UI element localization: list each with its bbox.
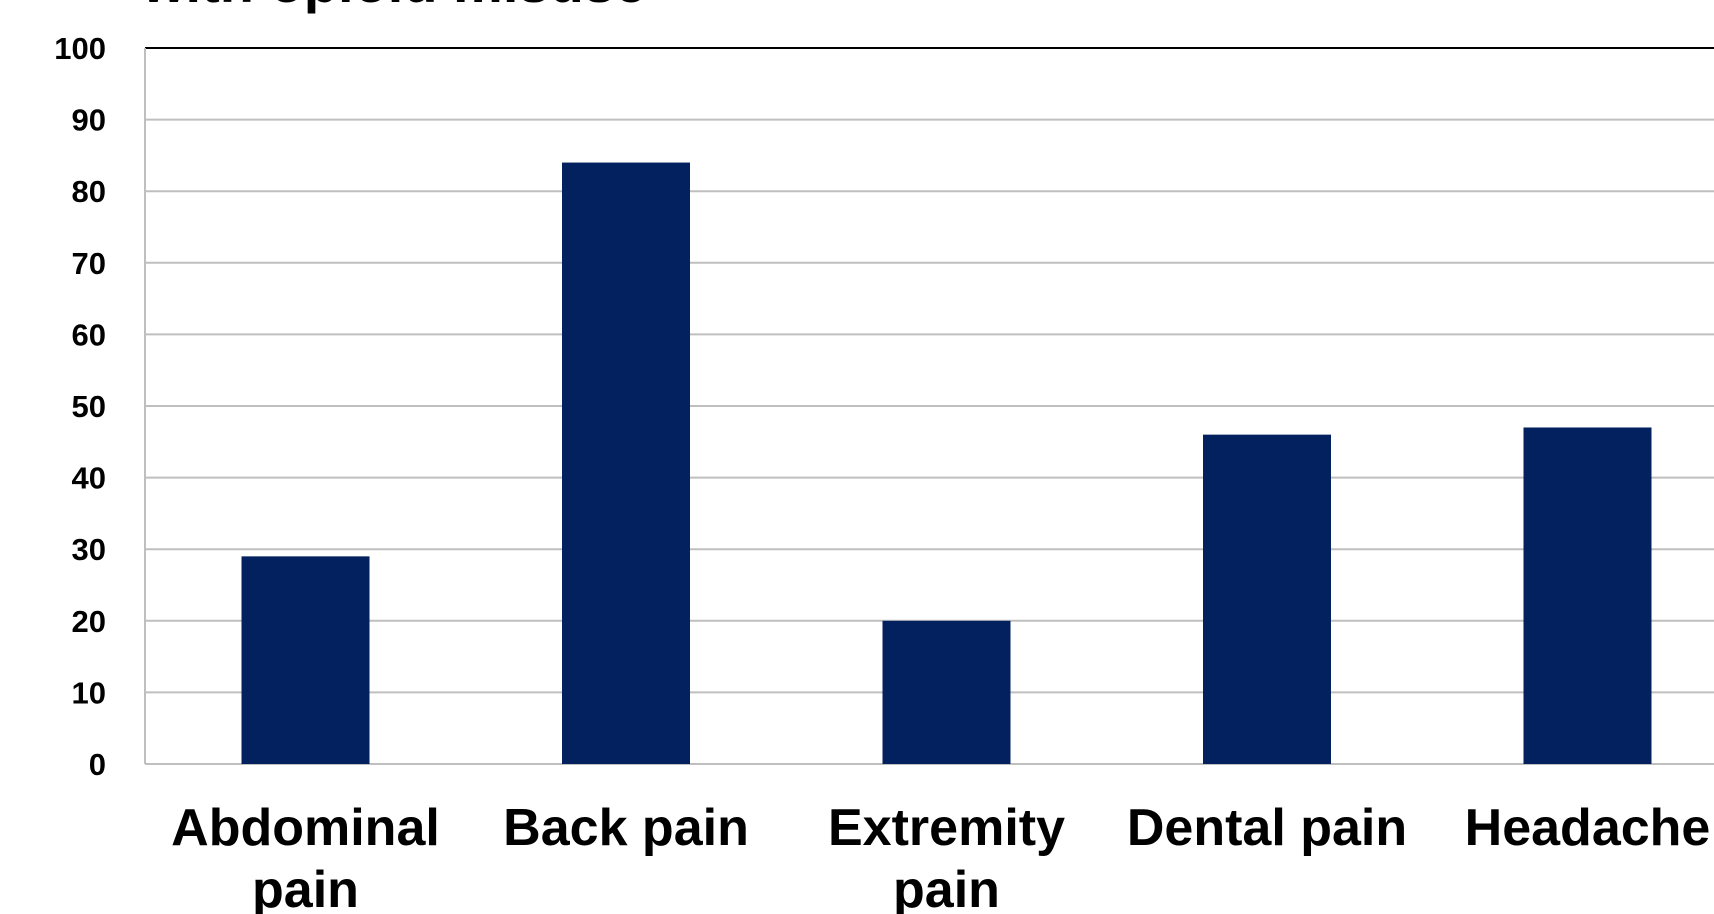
- x-category-label-line: pain: [893, 861, 1000, 914]
- y-tick-label: 30: [72, 532, 106, 567]
- x-category-label: Back pain: [503, 799, 749, 857]
- x-category-label-line: Abdominal: [171, 799, 440, 857]
- x-category-label-line: Extremity: [828, 799, 1065, 857]
- y-tick-label: 70: [72, 246, 106, 281]
- x-category-label: Headache: [1465, 799, 1711, 857]
- bar: [1523, 427, 1652, 764]
- x-category-label: Dental pain: [1127, 799, 1407, 857]
- bar: [1203, 434, 1331, 764]
- bar: [241, 556, 370, 764]
- y-tick-label: 100: [54, 31, 106, 66]
- chart-title: with opioid misuse: [141, 0, 646, 14]
- x-category-label-line: pain: [252, 861, 359, 914]
- x-category-label: Abdominal pain: [171, 799, 440, 914]
- y-tick-label: 60: [72, 317, 106, 352]
- y-tick-label: 50: [72, 389, 106, 424]
- y-tick-label: 80: [72, 174, 106, 209]
- bar: [882, 620, 1011, 764]
- bar: [562, 162, 690, 764]
- y-tick-label: 40: [72, 461, 106, 496]
- y-tick-label: 20: [72, 604, 106, 639]
- x-category-label: Extremity pain: [828, 799, 1065, 914]
- x-category-label-line: Headache: [1465, 799, 1711, 857]
- y-tick-label: 90: [72, 103, 106, 138]
- x-category-label-line: Dental pain: [1127, 799, 1407, 857]
- x-category-label-line: Back pain: [503, 799, 749, 857]
- y-tick-label: 10: [72, 675, 106, 710]
- y-tick-label: 0: [89, 747, 106, 782]
